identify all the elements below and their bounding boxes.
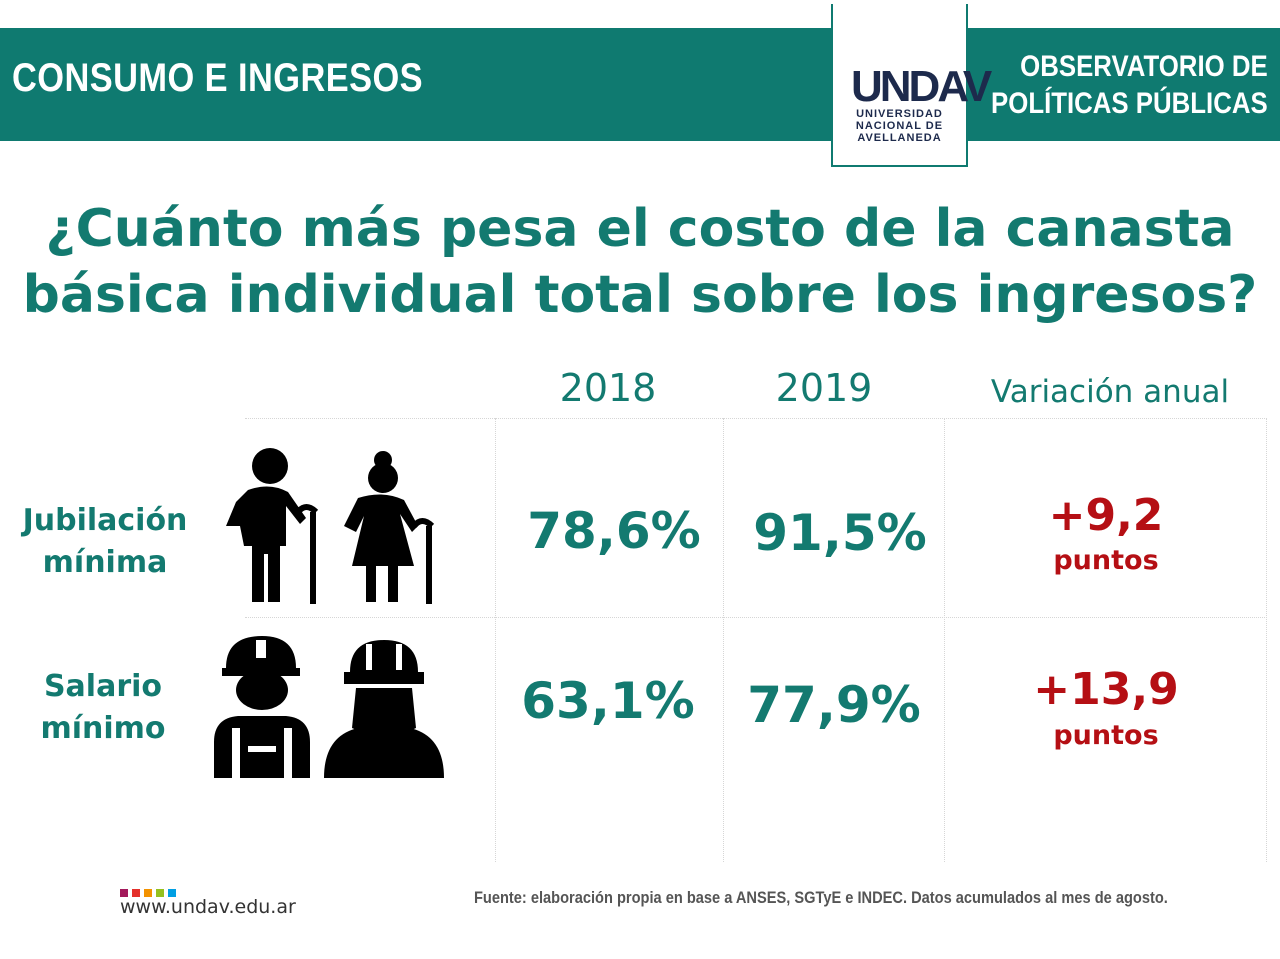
row-label-salario: Salario mínimo [8, 666, 198, 750]
row-label-jubilacion-line2: mínima [42, 545, 168, 580]
value-salario-2019: 77,9% [747, 676, 921, 734]
row-label-jubilacion: Jubilación mínima [10, 500, 200, 584]
grid-line-col3 [944, 418, 945, 862]
elderly-couple-icon [226, 448, 435, 604]
brand-dot-5 [168, 889, 176, 897]
logo-subtitle-line2: NACIONAL DE [855, 120, 944, 132]
grid-line-middle [245, 617, 1267, 618]
brand-dot-3 [144, 889, 152, 897]
observatory-title: OBSERVATORIO DE POLÍTICAS PÚBLICAS [991, 48, 1268, 122]
header-banner [0, 28, 1280, 141]
logo-subtitle: UNIVERSIDAD NACIONAL DE AVELLANEDA [833, 108, 966, 144]
column-header-2019: 2019 [775, 366, 873, 410]
brand-dot-1 [120, 889, 128, 897]
row-label-salario-line1: Salario [43, 669, 163, 704]
variation-jubilacion-unit: puntos [1053, 545, 1159, 576]
value-jubilacion-2019: 91,5% [753, 504, 927, 562]
website-link[interactable]: www.undav.edu.ar [120, 896, 296, 918]
observatory-title-line1: OBSERVATORIO DE [1020, 50, 1268, 83]
brand-dot-4 [156, 889, 164, 897]
variation-jubilacion: +9,2 [1048, 490, 1164, 541]
column-header-variation: Variación anual [990, 374, 1230, 410]
variation-salario-unit: puntos [1053, 720, 1159, 751]
logo-mark: UNDAV [851, 62, 992, 111]
column-header-2018: 2018 [559, 366, 657, 410]
headline-question: ¿Cuánto más pesa el costo de la canasta … [0, 196, 1280, 328]
undav-logo: UNDAV UNIVERSIDAD NACIONAL DE AVELLANEDA [831, 4, 992, 167]
grid-line-col1 [495, 418, 496, 862]
row-label-jubilacion-line1: Jubilación [22, 503, 188, 538]
workers-hardhat-icon [214, 636, 444, 778]
brand-color-dots [120, 884, 180, 902]
headline-line2: básica individual total sobre los ingres… [22, 265, 1258, 325]
brand-dot-2 [132, 889, 140, 897]
variation-salario: +13,9 [1033, 664, 1179, 715]
grid-line-col2 [723, 418, 724, 862]
observatory-title-line2: POLÍTICAS PÚBLICAS [991, 87, 1268, 120]
section-title: CONSUMO E INGRESOS [12, 56, 424, 100]
value-jubilacion-2018: 78,6% [527, 502, 701, 560]
row-label-salario-line2: mínimo [40, 711, 166, 746]
logo-subtitle-line1: UNIVERSIDAD [856, 108, 943, 120]
value-salario-2018: 63,1% [521, 672, 695, 730]
logo-subtitle-line3: AVELLANEDA [857, 132, 942, 144]
headline-line1: ¿Cuánto más pesa el costo de la canasta [45, 199, 1235, 259]
source-note: Fuente: elaboración propia en base a ANS… [474, 888, 1168, 907]
grid-line-top [245, 418, 1267, 419]
grid-line-col4 [1266, 418, 1267, 862]
